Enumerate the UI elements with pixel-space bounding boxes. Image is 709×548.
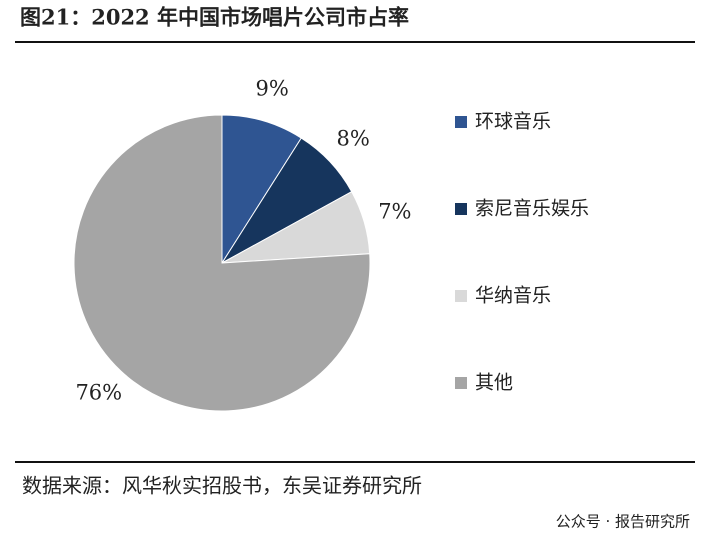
legend-label: 环球音乐 xyxy=(475,111,551,133)
chart-title: 图21：2022 年中国市场唱片公司市占率 xyxy=(20,5,409,30)
legend-swatch xyxy=(455,377,467,389)
data-label: 9% xyxy=(256,77,289,101)
legend-swatch xyxy=(455,203,467,215)
pie-slice xyxy=(73,114,371,412)
pie-slice xyxy=(221,114,302,265)
data-label: 76% xyxy=(75,381,122,405)
watermark: 公众号 · 报告研究所 xyxy=(556,513,690,531)
legend-label: 华纳音乐 xyxy=(475,285,551,307)
legend-swatch xyxy=(455,116,467,128)
legend-label: 索尼音乐娱乐 xyxy=(475,198,589,220)
data-label: 8% xyxy=(337,126,370,150)
legend-label: 其他 xyxy=(475,372,513,394)
pie: 9% 8% 7% 76% xyxy=(73,77,412,412)
data-label: 7% xyxy=(378,199,411,223)
source: 数据来源：风华秋实招股书，东吴证券研究所 xyxy=(22,474,422,498)
legend-swatch xyxy=(455,290,467,302)
